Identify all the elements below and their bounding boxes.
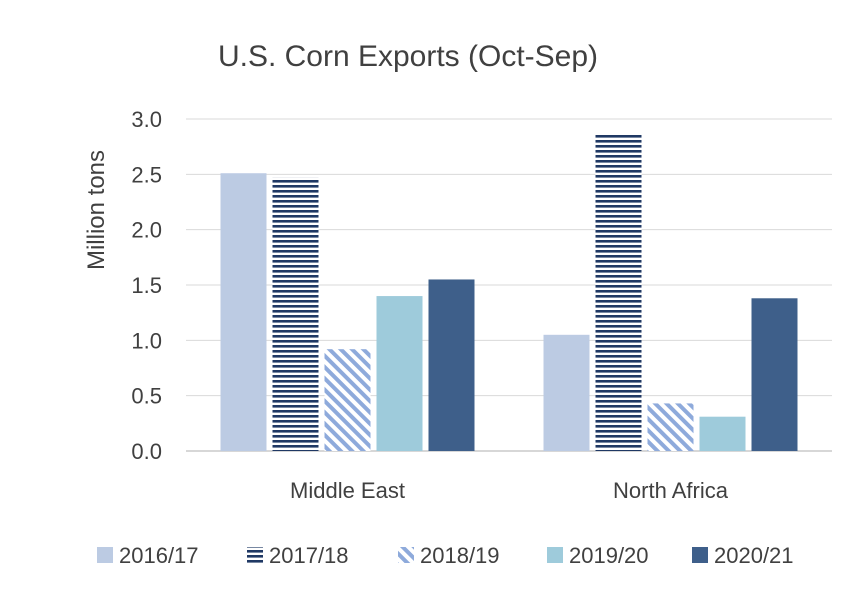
legend-label: 2019/20 [569, 543, 649, 568]
legend-label: 2020/21 [714, 543, 794, 568]
category-label: Middle East [290, 478, 405, 503]
bar [647, 403, 694, 451]
y-tick-label: 0.0 [131, 439, 162, 464]
legend-swatch [97, 547, 113, 563]
legend-swatch [247, 547, 263, 563]
y-tick-label: 2.5 [131, 162, 162, 187]
legend-label: 2017/18 [269, 543, 349, 568]
bar [543, 334, 590, 451]
bar [428, 279, 475, 451]
y-tick-label: 0.5 [131, 384, 162, 409]
y-tick-label: 1.5 [131, 273, 162, 298]
bar [699, 416, 746, 451]
legend: 2016/17 2017/18 2018/19 2019/20 2020/21 [97, 543, 794, 568]
legend-swatch [692, 547, 708, 563]
legend-swatch [547, 547, 563, 563]
bar [272, 177, 319, 452]
y-axis-label: Million tons [83, 150, 110, 270]
bars [220, 133, 798, 452]
bar [376, 296, 423, 451]
bar [751, 298, 798, 451]
legend-label: 2018/19 [420, 543, 500, 568]
y-tick-label: 3.0 [131, 107, 162, 132]
legend-label: 2016/17 [119, 543, 199, 568]
bar [324, 349, 371, 451]
bar [595, 133, 642, 452]
bar [220, 173, 267, 451]
chart-title: U.S. Corn Exports (Oct-Sep) [218, 40, 598, 73]
category-labels: Middle East North Africa [290, 478, 729, 503]
legend-swatch [398, 547, 414, 563]
category-label: North Africa [613, 478, 729, 503]
y-tick-label: 1.0 [131, 328, 162, 353]
y-tick-label: 2.0 [131, 218, 162, 243]
y-tick-labels: 0.0 0.5 1.0 1.5 2.0 2.5 3.0 [131, 107, 162, 464]
